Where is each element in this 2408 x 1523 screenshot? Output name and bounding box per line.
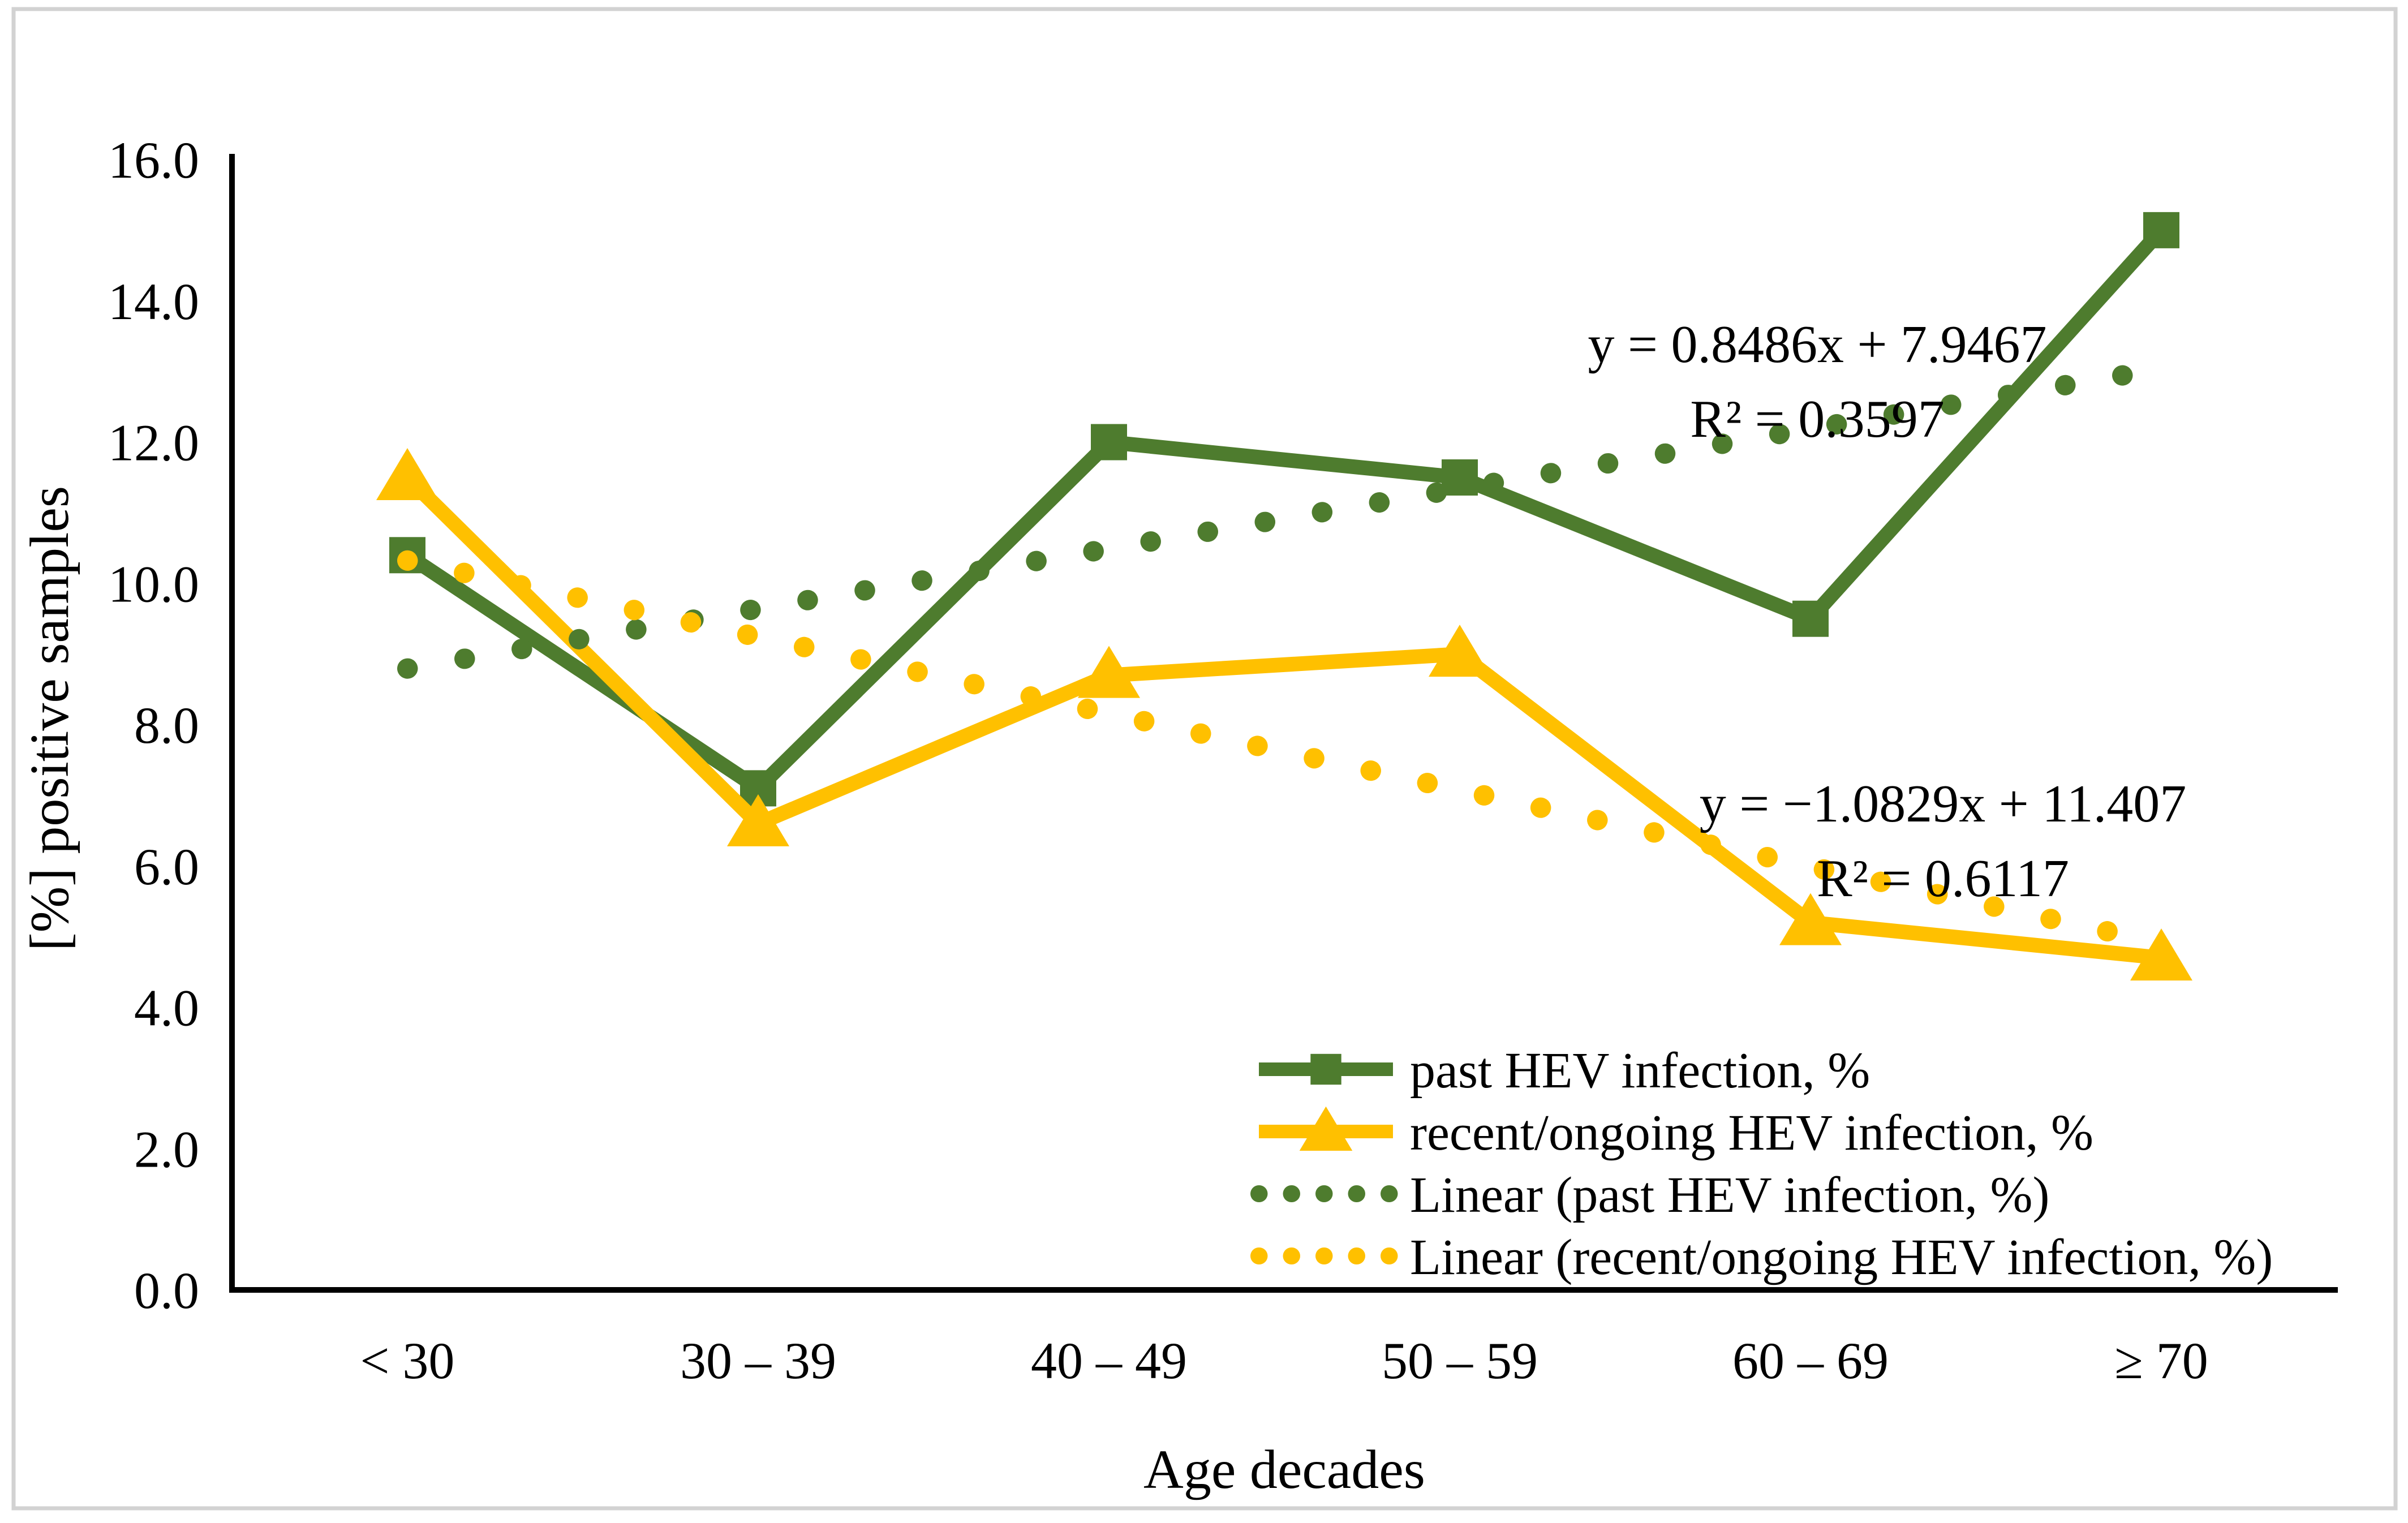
x-tick-label: 40 – 49 (1031, 1332, 1187, 1389)
x-tick-label: 30 – 39 (680, 1332, 836, 1389)
x-tick-label: 50 – 59 (1382, 1332, 1538, 1389)
y-tick-label: 16.0 (108, 131, 199, 189)
y-tick-label: 2.0 (134, 1120, 199, 1178)
y-tick-label: 0.0 (134, 1262, 199, 1319)
triangle-marker (1078, 646, 1140, 698)
y-tick-labels: 0.0 2.0 4.0 6.0 8.0 10.0 12.0 14.0 16.0 (108, 131, 199, 1319)
equation-label: y = −1.0829x + 11.407 (1700, 775, 2187, 833)
x-tick-label: ≥ 70 (2114, 1332, 2208, 1389)
series-line (400, 470, 2169, 966)
y-tick-label: 10.0 (108, 555, 199, 613)
trendline-dotted (397, 550, 2172, 953)
y-tick-label: 14.0 (108, 273, 199, 330)
x-tick-label: 60 – 69 (1732, 1332, 1889, 1389)
series-group (376, 212, 2192, 981)
legend: past HEV infection, % recent/ongoing HEV … (1250, 1043, 2273, 1285)
x-tick-label: < 30 (360, 1332, 455, 1389)
trendlines-group (397, 358, 2172, 953)
x-axis-title: Age decades (1143, 1439, 1425, 1500)
y-axis-title: [%] positive samples (19, 486, 80, 951)
y-tick-label: 6.0 (134, 838, 199, 896)
square-marker (1091, 424, 1127, 461)
triangle-marker (727, 794, 789, 846)
triangle-marker (1429, 625, 1491, 677)
r-squared-label: R² = 0.3597 (1690, 390, 1944, 449)
legend-item-label: past HEV infection, % (1410, 1043, 1870, 1099)
square-marker (2143, 212, 2179, 248)
triangle-marker (376, 448, 438, 500)
triangle-marker (2130, 928, 2192, 981)
triangle-marker (1779, 893, 1842, 945)
triangle-marker (1299, 1106, 1353, 1151)
equation-label: y = 0.8486x + 7.9467 (1588, 315, 2046, 374)
y-tick-label: 4.0 (134, 979, 199, 1037)
legend-item-label: recent/ongoing HEV infection, % (1410, 1105, 2093, 1161)
legend-item-label: Linear (past HEV infection, %) (1410, 1167, 2049, 1223)
legend-item-label: Linear (recent/ongoing HEV infection, %) (1410, 1229, 2273, 1285)
square-marker (1442, 459, 1478, 496)
trendline-equations: y = 0.8486x + 7.9467 R² = 0.3597 y = −1.08… (1588, 315, 2186, 908)
figure-border (11, 7, 2398, 1511)
y-tick-label: 8.0 (134, 696, 199, 754)
square-marker (1310, 1053, 1341, 1085)
r-squared-label: R² = 0.6117 (1817, 849, 2069, 908)
square-marker (1792, 600, 1829, 637)
series-line (400, 222, 2169, 796)
x-tick-labels: < 30 30 – 39 40 – 49 50 – 59 60 – 69 ≥ 70 (360, 1332, 2208, 1389)
y-tick-label: 12.0 (108, 414, 199, 472)
